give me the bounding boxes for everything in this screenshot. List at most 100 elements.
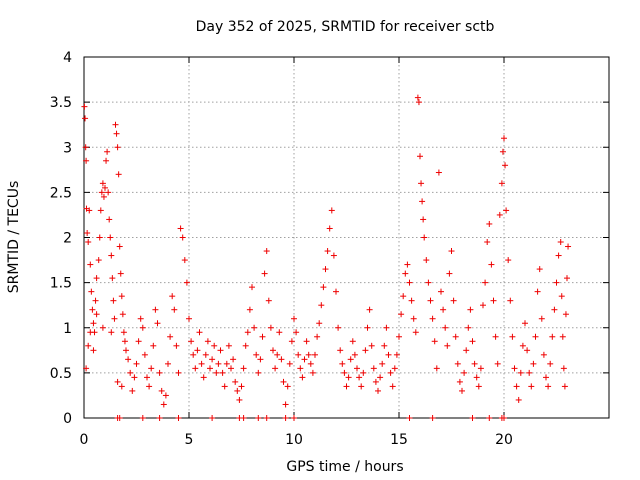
data-point	[83, 157, 90, 164]
data-point	[270, 347, 276, 354]
data-point	[477, 365, 484, 372]
data-point	[370, 365, 377, 372]
data-point	[137, 315, 144, 322]
y-tick-label: 3	[63, 140, 72, 156]
data-point	[204, 338, 211, 345]
data-point	[358, 383, 365, 390]
data-point	[86, 207, 93, 214]
data-point	[543, 374, 549, 381]
data-point	[438, 288, 444, 295]
data-point	[198, 360, 205, 367]
data-point	[517, 369, 524, 376]
data-point	[230, 356, 237, 363]
data-point	[515, 396, 522, 403]
data-point	[108, 252, 115, 259]
data-point	[139, 324, 146, 331]
data-point	[448, 248, 455, 255]
data-point	[499, 148, 506, 155]
data-point	[547, 360, 554, 367]
y-tick-label: 2	[63, 231, 72, 247]
data-point	[486, 415, 493, 421]
data-point	[221, 383, 228, 390]
data-point	[425, 279, 432, 286]
data-point	[169, 293, 176, 300]
data-point	[391, 365, 398, 372]
data-point	[488, 261, 495, 268]
data-point	[540, 351, 547, 358]
data-point	[303, 338, 310, 345]
data-point	[211, 342, 218, 349]
x-tick-label: 5	[185, 432, 194, 448]
x-tick-label: 10	[285, 432, 303, 448]
data-point	[513, 383, 520, 390]
data-point	[274, 351, 281, 358]
data-point	[263, 248, 270, 255]
data-point	[297, 365, 304, 372]
data-point	[469, 415, 476, 421]
data-point	[108, 329, 115, 336]
data-point	[188, 338, 195, 345]
data-point	[177, 225, 184, 232]
data-point	[115, 171, 122, 178]
data-point	[429, 315, 436, 322]
data-point	[288, 338, 295, 345]
data-point	[135, 338, 142, 345]
data-point	[418, 180, 425, 187]
data-point	[406, 279, 413, 286]
data-point	[158, 387, 165, 394]
data-point	[557, 239, 564, 246]
data-point	[129, 387, 136, 394]
data-point	[480, 302, 486, 309]
data-point	[393, 351, 400, 358]
data-point	[152, 306, 159, 313]
data-point	[282, 415, 289, 421]
data-point	[444, 342, 451, 349]
data-point	[98, 189, 105, 196]
data-point	[396, 333, 402, 340]
y-tick-label: 1	[63, 321, 72, 337]
data-point	[509, 333, 516, 340]
data-point	[492, 333, 499, 340]
data-point	[431, 338, 438, 345]
data-point	[238, 383, 245, 390]
data-point	[102, 184, 108, 191]
data-point	[81, 103, 88, 110]
data-point	[99, 324, 106, 331]
data-point	[276, 329, 283, 336]
data-point	[553, 279, 560, 286]
data-point	[343, 383, 350, 390]
data-point	[284, 383, 291, 390]
chart-title: Day 352 of 2025, SRMTID for receiver sct…	[196, 19, 495, 35]
data-point	[207, 365, 213, 372]
data-point	[498, 180, 505, 187]
data-point	[372, 378, 379, 385]
data-point	[328, 207, 335, 214]
data-point	[502, 162, 509, 169]
data-point	[473, 374, 480, 381]
data-point	[181, 257, 188, 264]
data-point	[232, 378, 239, 385]
data-point	[107, 234, 114, 241]
data-point	[381, 342, 388, 349]
data-point	[119, 311, 126, 318]
data-point	[116, 243, 123, 250]
axis-tick-labels: 0 0.5 1 1.5 2 2.5 3 3.5 4 0 5 10 15 20	[50, 50, 513, 448]
data-point	[240, 415, 247, 421]
y-tick-label: 2.5	[50, 185, 72, 201]
data-point	[383, 324, 390, 331]
data-point	[415, 99, 422, 106]
x-tick-label: 15	[390, 432, 408, 448]
data-point	[190, 351, 197, 358]
data-point	[219, 369, 226, 376]
data-point	[558, 293, 565, 300]
data-point	[345, 374, 352, 381]
data-point	[364, 324, 371, 331]
data-point	[322, 266, 329, 273]
data-point	[213, 369, 220, 376]
data-point	[417, 153, 423, 160]
data-point	[150, 342, 157, 349]
data-point	[429, 415, 436, 421]
data-point	[301, 356, 308, 363]
y-tick-label: 0	[63, 411, 72, 427]
